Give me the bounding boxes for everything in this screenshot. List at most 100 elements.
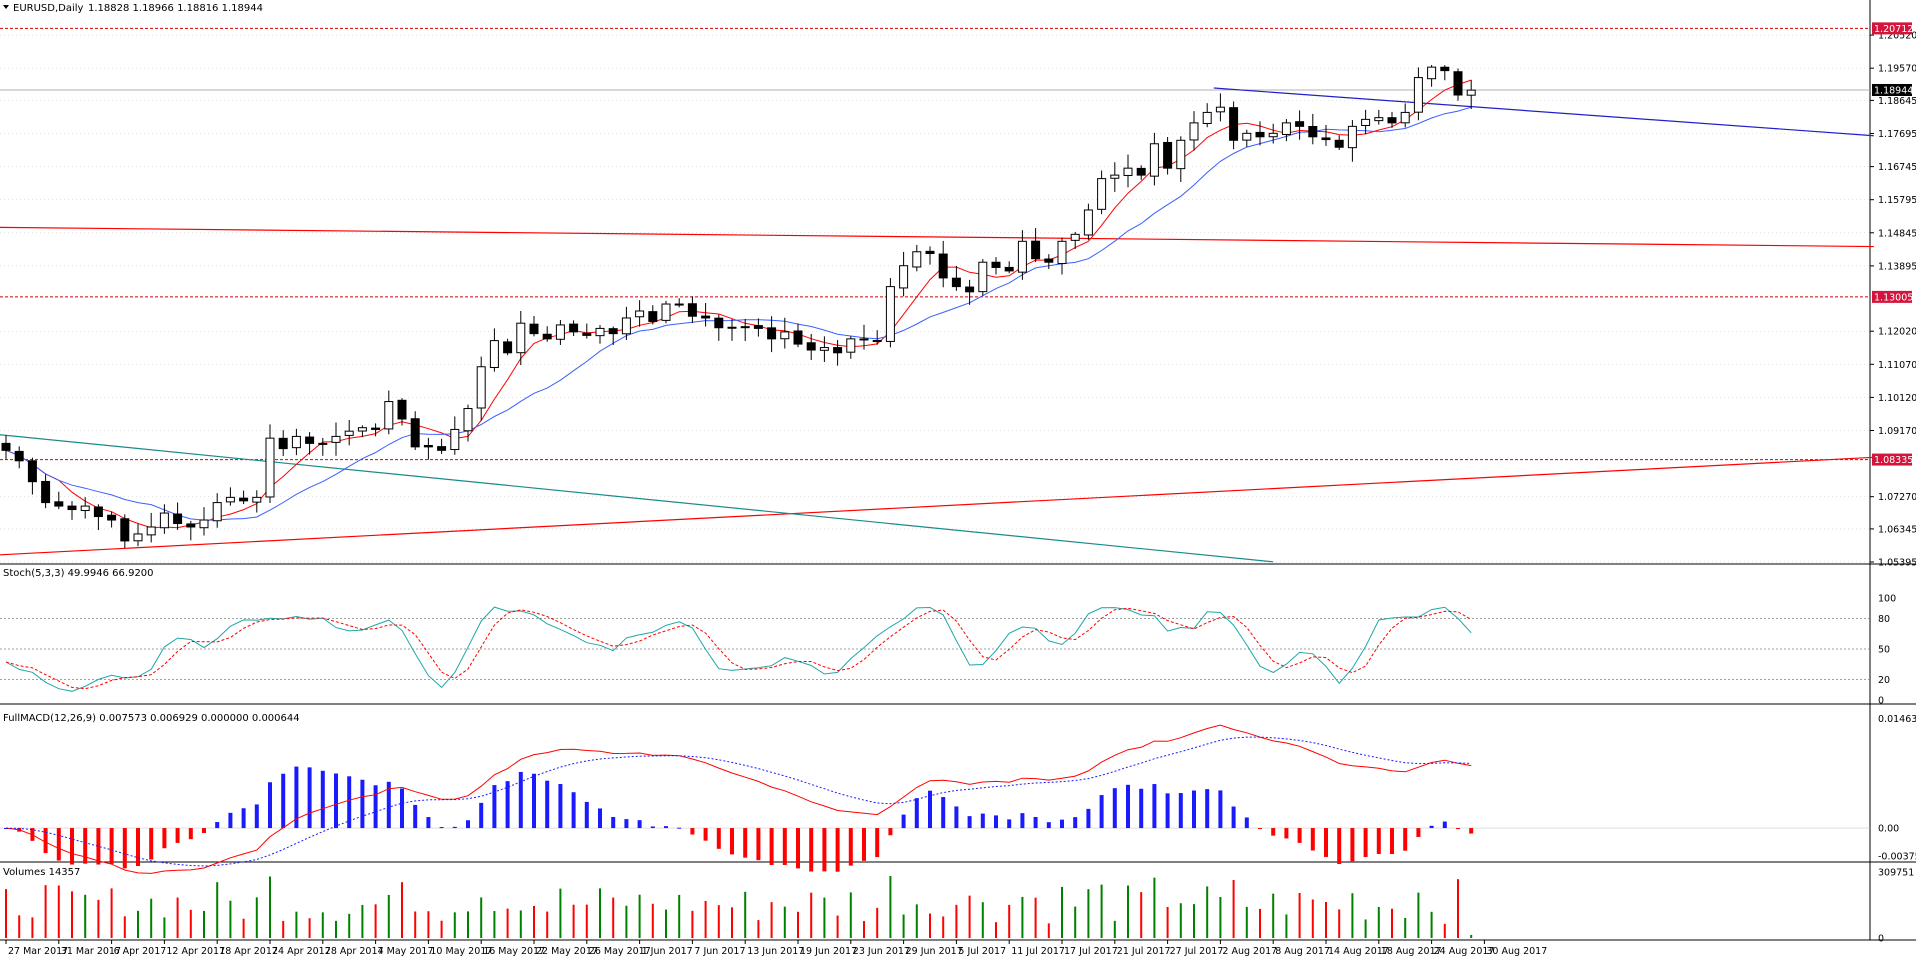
candle-bear: [423, 444, 433, 448]
date-tick-label: 18 Apr 2017: [219, 946, 278, 957]
date-tick-label: 29 Jun 2017: [906, 946, 963, 957]
macd-histogram-bar: [1442, 821, 1447, 829]
candle-bear: [410, 418, 420, 448]
candle-bear: [54, 501, 64, 507]
candle-bull: [146, 526, 156, 536]
candle-bear: [437, 446, 447, 451]
candle-bear: [67, 505, 77, 511]
candle-bear: [767, 327, 777, 340]
candle-bear: [1453, 71, 1463, 96]
price-tick-label: 1.17695: [1878, 129, 1916, 140]
candle-bear: [687, 303, 697, 317]
macd-histogram-bar: [809, 828, 814, 872]
candle-bear: [1229, 107, 1239, 141]
macd-histogram-bar: [1258, 828, 1262, 830]
collapse-triangle-icon[interactable]: [3, 5, 9, 9]
macd-histogram-bar: [1324, 828, 1328, 857]
macd-histogram-bar: [43, 828, 48, 854]
candle-bear: [608, 328, 618, 335]
price-tick-label: 1.05395: [1878, 558, 1916, 569]
date-tick-label: 31 Mar 2017: [61, 946, 121, 957]
candle-bull: [740, 326, 750, 329]
candle-bull: [344, 430, 354, 436]
candle-bull: [476, 366, 486, 409]
candle-bull: [1347, 125, 1357, 149]
macd-histogram-bar: [941, 797, 946, 829]
candle-bear: [925, 250, 935, 255]
trendline-resistance: [0, 226, 1874, 248]
price-tick-label: 1.07270: [1878, 492, 1916, 503]
ohlc-values: 1.18828 1.18966 1.18816 1.18944: [88, 3, 263, 14]
candle-bull: [1242, 132, 1252, 141]
date-tick-label: 30 Aug 2017: [1486, 946, 1547, 957]
macd-histogram-bar: [822, 828, 827, 872]
macd-histogram-bar: [70, 828, 74, 865]
macd-histogram-bar: [690, 828, 695, 835]
macd-histogram-bar: [1126, 784, 1130, 829]
macd-histogram-bar: [1350, 828, 1355, 862]
date-tick-label: 11 Jul 2017: [1011, 946, 1065, 957]
macd-histogram-bar: [769, 828, 774, 865]
macd-histogram-bar: [1192, 790, 1196, 829]
level-badge-text: 1.20712: [1874, 24, 1913, 35]
macd-histogram-bar: [1310, 828, 1315, 851]
candle-bull: [159, 512, 169, 529]
macd-tick-label: -0.003753: [1878, 852, 1916, 863]
candle-bear: [569, 323, 579, 333]
macd-histogram-bar: [96, 828, 101, 865]
candle-bear: [714, 317, 724, 329]
grid-lines: [0, 27, 1870, 563]
macd-histogram-bar: [1073, 817, 1078, 829]
candle-bull: [595, 327, 605, 337]
macd-histogram-bar: [83, 828, 88, 864]
candlestick-series[interactable]: [1, 65, 1476, 549]
candle-bull: [1215, 106, 1225, 113]
macd-histogram-bar: [1139, 788, 1144, 829]
candle-bull: [674, 303, 684, 306]
level-badge-bg: [1872, 453, 1912, 466]
macd-histogram-bar: [1020, 813, 1025, 829]
candle-bull: [1149, 143, 1159, 177]
trendlines[interactable]: [0, 87, 1874, 563]
candle-bear: [1044, 258, 1054, 263]
candle-bull: [621, 317, 631, 335]
macd-histogram-bar: [254, 804, 259, 829]
macd-histogram-bar: [1165, 793, 1170, 829]
macd-histogram-bar: [545, 780, 550, 829]
candle-bull: [1176, 139, 1186, 170]
candle-bull: [780, 331, 790, 340]
macd-histogram-bar: [1007, 819, 1012, 829]
macd-histogram-bar: [1271, 828, 1276, 836]
level-badge-text: 1.08335: [1874, 455, 1913, 466]
candle-bear: [872, 340, 882, 343]
macd-histogram-bar: [149, 828, 154, 860]
candle-bear: [806, 342, 816, 351]
macd-histogram-bar: [188, 828, 193, 840]
macd-histogram-bar: [584, 801, 589, 829]
macd-histogram-bar: [967, 816, 972, 829]
candle-bear: [727, 326, 737, 329]
date-tick-label: 24 Apr 2017: [272, 946, 331, 957]
macd-histogram-bar: [1297, 828, 1302, 843]
date-tick-label: 27 Mar 2017: [8, 946, 68, 957]
level-badge-bg: [1872, 290, 1912, 303]
candle-bull: [516, 322, 526, 354]
candle-bear: [991, 261, 1001, 268]
candle-bear: [503, 341, 513, 354]
macd-histogram-bar: [677, 827, 682, 829]
macd-histogram-bar: [1099, 795, 1104, 829]
price-axis: 1.20520 1.19570 1.18645 1.17695 1.16745 1.157…: [1870, 22, 1916, 569]
macd-histogram-bar: [386, 781, 391, 829]
macd-histogram-bar: [426, 817, 431, 829]
macd-histogram-bar: [1244, 817, 1249, 829]
candle-bull: [1057, 240, 1067, 265]
candle-bear: [965, 286, 975, 293]
candle-bull: [357, 427, 367, 432]
macd-histogram-bar: [439, 827, 444, 829]
stoch-tick-label: 100: [1878, 594, 1896, 605]
volume-panel: 309751 0: [5, 868, 1914, 945]
macd-panel: 0.01463 0.00 -0.003753: [0, 714, 1916, 874]
candle-bear: [41, 480, 51, 504]
